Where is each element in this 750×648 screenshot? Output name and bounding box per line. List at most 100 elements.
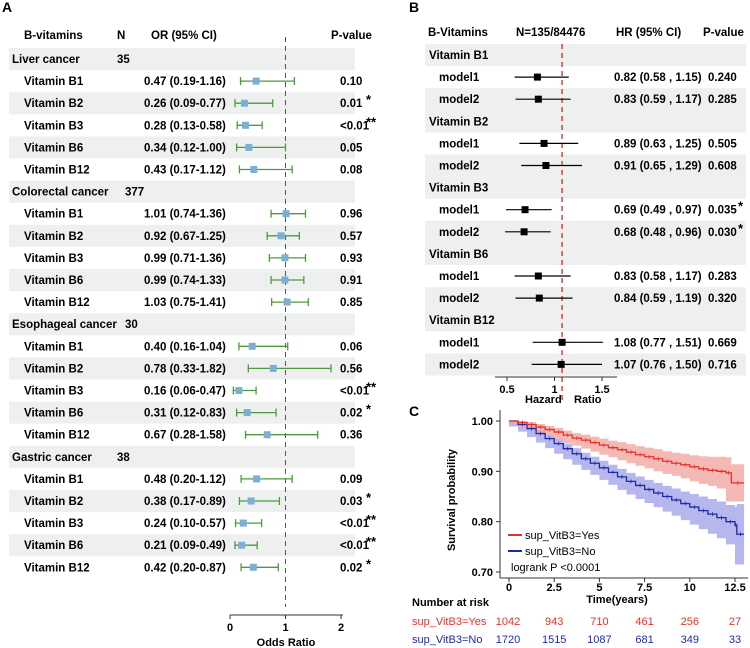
col-n: N=135/84476	[516, 27, 585, 39]
model-label: model2	[439, 227, 479, 239]
or-ci-text: 0.42 (0.20-0.87)	[144, 562, 226, 574]
or-point	[269, 364, 277, 372]
vitamin-label: Vitamin B1	[24, 76, 84, 88]
hr-point	[535, 294, 543, 302]
model-label: model1	[439, 205, 480, 217]
or-point	[245, 143, 253, 151]
or-point	[238, 541, 246, 549]
p-value: 0.03	[340, 496, 362, 508]
significance-marker: *	[366, 402, 372, 417]
group-name: Gastric cancer	[12, 452, 92, 464]
model-label: model1	[439, 138, 480, 150]
row-stripe	[9, 269, 355, 292]
or-ci-text: 0.47 (0.19-1.16)	[144, 76, 226, 88]
or-point	[250, 166, 258, 173]
p-value: 0.85	[340, 297, 363, 309]
risk-yes-count: 461	[635, 616, 653, 628]
row-stripe	[425, 154, 746, 177]
model-label: model2	[439, 94, 479, 106]
x-axis-label: Time(years)	[586, 594, 648, 606]
row-stripe	[9, 136, 355, 159]
group-n: 35	[117, 54, 130, 66]
hr-point	[534, 272, 542, 280]
significance-marker: **	[366, 512, 377, 527]
hr-ci-text: 0.91 (0.65 , 1.29)	[614, 161, 702, 173]
p-value: 0.01	[340, 98, 363, 110]
legend-no-label: sup_VitB3=No	[525, 546, 595, 558]
or-point	[242, 121, 250, 129]
hr-point	[534, 95, 542, 103]
p-value: 0.608	[708, 161, 737, 173]
or-ci-text: 0.31 (0.12-0.83)	[144, 408, 226, 420]
x-tick-label: 12.5	[724, 582, 745, 594]
row-stripe	[9, 401, 355, 424]
col-hr: HR (95% CI)	[616, 27, 681, 39]
p-value: 0.57	[340, 231, 362, 243]
or-point	[283, 298, 291, 306]
col-n: N	[117, 30, 125, 42]
row-stripe	[425, 309, 746, 332]
or-ci-text: 0.99 (0.71-1.36)	[144, 253, 226, 265]
p-value: 0.02	[340, 562, 362, 574]
vitamin-label: Vitamin B1	[24, 209, 84, 221]
vitamin-label: Vitamin B3	[24, 386, 83, 398]
hr-point	[542, 162, 550, 169]
ci-band-yes	[509, 421, 745, 502]
vitamin-label: Vitamin B2	[24, 231, 83, 243]
significance-marker: *	[738, 221, 744, 236]
or-point	[248, 342, 256, 350]
or-ci-text: 0.38 (0.17-0.89)	[144, 496, 226, 508]
y-axis-label: Survival probability	[446, 448, 458, 551]
p-value: 0.716	[708, 359, 737, 371]
hr-ci-text: 1.07 (0.76 , 1.50)	[614, 359, 702, 371]
or-point	[282, 210, 290, 218]
row-stripe	[425, 287, 746, 310]
risk-no-label: sup_VitB3=No	[412, 634, 482, 646]
or-ci-text: 1.03 (0.75-1.41)	[144, 297, 226, 309]
x-tick-label: 2.5	[547, 582, 562, 594]
or-ci-text: 0.40 (0.16-1.04)	[144, 341, 226, 353]
risk-table-title: Number at risk	[412, 597, 490, 609]
x-tick-label: 0	[227, 622, 233, 634]
hr-ci-text: 0.68 (0.48 , 0.96)	[614, 227, 702, 239]
p-value: 0.320	[708, 293, 737, 305]
row-stripe	[425, 242, 746, 265]
vitamin-label: Vitamin B2	[24, 363, 83, 375]
panel-c-label: C	[409, 403, 419, 419]
risk-yes-count: 943	[545, 616, 563, 628]
vitamin-label: Vitamin B6	[24, 408, 83, 420]
x-tick-label: 5	[596, 582, 602, 594]
significance-marker: *	[366, 556, 372, 571]
panel-a-label: A	[2, 0, 12, 15]
p-value: 0.36	[340, 430, 362, 442]
hr-ci-text: 1.08 (0.77 , 1.51)	[614, 337, 702, 349]
significance-marker: **	[366, 534, 377, 549]
risk-no-count: 349	[681, 634, 699, 646]
x-tick-label: 2	[338, 622, 344, 634]
logrank-text: logrank P <0.0001	[511, 562, 600, 574]
risk-no-count: 1515	[542, 634, 566, 646]
p-value: <0.01	[340, 120, 370, 132]
p-value: 0.09	[340, 474, 362, 486]
p-value: 0.283	[708, 271, 737, 283]
group-name: Esophageal cancer	[12, 319, 117, 331]
or-point	[240, 99, 248, 107]
significance-marker: *	[738, 199, 744, 214]
or-point	[277, 232, 285, 240]
p-value: <0.01	[340, 386, 370, 398]
hr-point	[520, 228, 528, 236]
p-value: <0.01	[340, 540, 370, 552]
hr-point	[557, 360, 565, 368]
or-point	[253, 475, 261, 483]
hr-ci-text: 0.69 (0.49 , 0.97)	[614, 205, 702, 217]
legend-yes-label: sup_VitB3=Yes	[525, 530, 600, 542]
row-stripe	[425, 88, 746, 111]
or-point	[239, 519, 247, 527]
model-label: model1	[439, 271, 480, 283]
row-stripe	[9, 490, 355, 513]
vitamin-label: Vitamin B12	[24, 562, 90, 574]
vitamin-label: Vitamin B3	[24, 518, 83, 530]
x-axis-label: Odds Ratio	[257, 637, 316, 648]
or-ci-text: 0.67 (0.28-1.58)	[144, 430, 226, 442]
ci-band-no	[509, 421, 745, 565]
